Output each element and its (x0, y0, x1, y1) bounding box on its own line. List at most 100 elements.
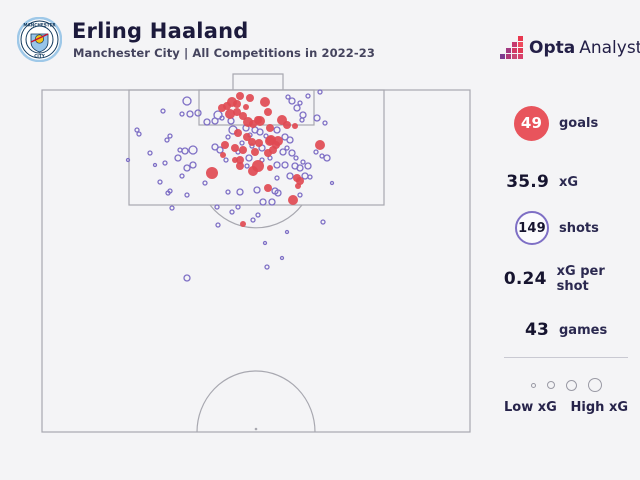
shot-marker (227, 117, 235, 125)
shot-marker (329, 180, 335, 186)
goal-marker (264, 184, 272, 192)
shot-marker (152, 162, 158, 168)
goal-marker (265, 136, 275, 146)
shot-marker (279, 255, 285, 261)
shot-marker (211, 117, 219, 125)
shot-marker (182, 96, 192, 106)
goal-marker (260, 97, 270, 107)
shot-marker (297, 192, 303, 198)
shot-marker (225, 189, 231, 195)
goal-marker (292, 123, 298, 129)
shot-marker (219, 115, 225, 121)
goal-marker (267, 165, 273, 171)
xg-size-legend (504, 374, 628, 396)
shot-marker (188, 145, 198, 155)
goal-marker (220, 152, 226, 158)
pitch-lines (41, 73, 471, 433)
goal-marker (273, 136, 283, 146)
goal-marker (255, 116, 265, 126)
goal-marker (206, 167, 218, 179)
shot-marker (286, 172, 294, 180)
opta-wordmark: Opta (529, 38, 576, 58)
shot-marker (160, 108, 166, 114)
goal-marker (221, 141, 229, 149)
goal-marker (239, 112, 247, 120)
shot-marker (250, 217, 256, 223)
shot-marker (162, 160, 168, 166)
games-label: games (559, 322, 608, 338)
shot-marker (264, 264, 270, 270)
xg-legend-labels: Low xG High xG (504, 400, 628, 415)
goal-marker (315, 140, 325, 150)
shot-marker (300, 159, 306, 165)
goals-circle: 49 (514, 105, 549, 141)
shot-marker (165, 190, 171, 196)
centre-circle (196, 370, 316, 433)
goal-marker (234, 129, 242, 137)
shot-marker (203, 118, 211, 126)
shot-marker (223, 157, 229, 163)
shot-marker (147, 150, 153, 156)
goal-marker (225, 109, 235, 119)
panel-divider (504, 357, 628, 358)
shot-marker (286, 136, 294, 144)
penalty-arc (209, 204, 303, 229)
shot-marker (244, 163, 250, 169)
shot-marker (202, 180, 208, 186)
shot-marker (184, 192, 190, 198)
man-city-crest: MANCHESTER CITY (17, 17, 62, 62)
shot-marker (301, 172, 309, 180)
shot-marker (186, 110, 194, 118)
goal-marker (249, 120, 257, 128)
shot-marker (273, 161, 281, 169)
shot-marker (293, 155, 299, 161)
shot-marker (259, 198, 267, 206)
goal-marker (266, 124, 274, 132)
shot-marker (189, 161, 197, 169)
shot-marker (304, 162, 312, 170)
shot-marker (293, 104, 301, 112)
legend-size-circle (565, 379, 577, 391)
goal-marker (248, 138, 256, 146)
shot-marker (322, 120, 328, 126)
shot-marker (297, 100, 303, 106)
shot-marker (313, 114, 321, 122)
shot-marker (214, 204, 220, 210)
shot-marker (157, 179, 163, 185)
goal-marker (236, 92, 244, 100)
shot-marker (134, 127, 140, 133)
centre-spot (254, 427, 258, 431)
shot-marker (174, 154, 182, 162)
goal-marker (218, 104, 226, 112)
shot-marker (169, 205, 175, 211)
goal-marker (239, 146, 247, 154)
shots-label: shots (559, 220, 599, 236)
goal-marker (255, 139, 263, 147)
games-value: 43 (524, 320, 549, 340)
stat-goals: 49 goals (503, 105, 637, 141)
stat-xg-per-shot: 0.24 xG per shot (503, 264, 637, 294)
stat-shots: 149 shots (503, 210, 637, 246)
shot-marker (288, 149, 296, 157)
low-xg-label: Low xG (504, 400, 557, 415)
goal-marker (296, 177, 304, 185)
opta-analyst-logo: Opta Analyst (500, 36, 640, 60)
shot-marker (320, 219, 326, 225)
shot-marker (299, 117, 305, 123)
shot-marker (245, 154, 253, 162)
shot-marker (183, 274, 191, 282)
shot-marker (284, 229, 290, 235)
legend-size-circle (546, 381, 555, 389)
legend-size-circle (587, 378, 602, 392)
shots-value: 149 (518, 220, 546, 236)
shot-marker (281, 161, 289, 169)
shot-marker (229, 209, 235, 215)
shot-marker (183, 164, 191, 172)
shot-marker (285, 94, 291, 100)
shot-marker (255, 212, 261, 218)
shot-marker (313, 149, 319, 155)
shot-marker (239, 140, 245, 146)
goal-frame (232, 73, 284, 90)
shot-marker (288, 97, 296, 105)
goal-marker (232, 157, 238, 163)
